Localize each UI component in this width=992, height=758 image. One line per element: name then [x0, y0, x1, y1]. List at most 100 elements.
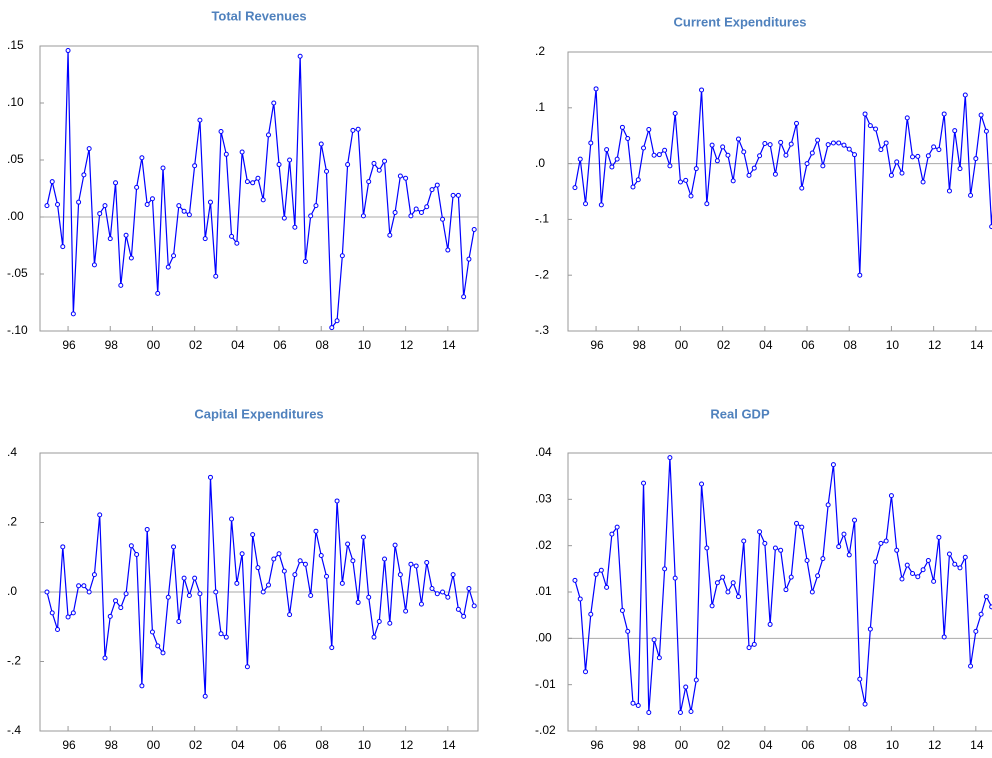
- data-point: [572, 185, 578, 191]
- data-point: [281, 568, 287, 574]
- data-point: [846, 552, 852, 558]
- data-point: [714, 580, 720, 586]
- data-point: [276, 162, 282, 168]
- data-point: [292, 572, 298, 578]
- data-point: [213, 273, 219, 279]
- data-point: [799, 524, 805, 530]
- series: [44, 474, 477, 699]
- data-point: [271, 100, 277, 106]
- data-point: [355, 599, 361, 605]
- data-point: [904, 115, 910, 121]
- x-tick-label: 12: [928, 338, 942, 352]
- data-point: [746, 172, 752, 178]
- data-point: [577, 596, 583, 602]
- data-point: [651, 637, 657, 643]
- data-point: [767, 621, 773, 627]
- x-tick-label: 98: [633, 738, 647, 752]
- data-point: [371, 634, 377, 640]
- data-point: [667, 163, 673, 169]
- data-point: [202, 236, 208, 242]
- data-point: [836, 544, 842, 550]
- data-point: [820, 163, 826, 169]
- data-point: [793, 120, 799, 126]
- data-point: [366, 179, 372, 185]
- data-point: [471, 227, 477, 233]
- chart-title: Current Expenditures: [674, 14, 807, 29]
- data-point: [123, 232, 129, 238]
- data-point: [44, 203, 50, 209]
- data-point: [287, 612, 293, 618]
- data-point: [265, 582, 271, 588]
- data-point: [788, 141, 794, 147]
- data-point: [619, 608, 625, 614]
- data-point: [704, 201, 710, 207]
- y-tick-label: .4: [7, 445, 17, 459]
- data-point: [107, 613, 113, 619]
- data-point: [44, 589, 50, 595]
- data-point: [461, 613, 467, 619]
- x-tick-label: 10: [358, 738, 372, 752]
- x-tick-label: 14: [442, 738, 456, 752]
- data-point: [155, 290, 161, 296]
- data-point: [339, 580, 345, 586]
- data-point: [852, 152, 858, 158]
- data-point: [239, 149, 245, 155]
- data-point: [825, 502, 831, 508]
- data-point: [809, 589, 815, 595]
- data-point: [957, 166, 963, 172]
- data-point: [202, 693, 208, 699]
- chart-title: Capital Expenditures: [194, 406, 323, 421]
- data-point: [350, 127, 356, 133]
- data-point: [176, 619, 182, 625]
- data-point: [572, 577, 578, 583]
- data-point: [334, 498, 340, 504]
- data-point: [455, 192, 461, 198]
- data-point: [376, 619, 382, 625]
- data-point: [630, 700, 636, 706]
- data-point: [593, 86, 599, 92]
- data-point: [873, 559, 879, 565]
- data-point: [408, 213, 414, 219]
- data-point: [76, 583, 82, 589]
- data-point: [788, 574, 794, 580]
- data-point: [804, 557, 810, 563]
- data-point: [255, 565, 261, 571]
- data-point: [888, 172, 894, 178]
- data-point: [360, 213, 366, 219]
- data-point: [815, 137, 821, 143]
- data-point: [403, 175, 409, 181]
- data-point: [662, 147, 668, 153]
- data-point: [313, 203, 319, 209]
- data-point: [86, 146, 92, 152]
- y-tick-label: .01: [535, 584, 552, 598]
- data-point: [144, 526, 150, 532]
- y-tick-label: -.01: [535, 677, 556, 691]
- y-tick-label: .15: [7, 38, 24, 52]
- data-point: [577, 156, 583, 162]
- data-point: [434, 591, 440, 597]
- data-point: [271, 556, 277, 562]
- x-tick-label: 98: [105, 338, 119, 352]
- data-point: [683, 684, 689, 690]
- data-point: [461, 294, 467, 300]
- data-point: [662, 566, 668, 572]
- data-point: [118, 282, 124, 288]
- data-point: [867, 626, 873, 632]
- data-point: [165, 594, 171, 600]
- data-point: [139, 155, 145, 161]
- data-point: [925, 153, 931, 159]
- data-point: [625, 628, 631, 634]
- data-point: [862, 701, 868, 707]
- data-point: [725, 152, 731, 158]
- data-point: [276, 551, 282, 557]
- data-point: [250, 180, 256, 186]
- data-point: [852, 517, 858, 523]
- data-point: [946, 188, 952, 194]
- data-point: [192, 163, 198, 169]
- y-tick-label: -.4: [7, 723, 21, 737]
- y-tick-label: .05: [7, 152, 24, 166]
- data-point: [593, 571, 599, 577]
- data-point: [102, 655, 108, 661]
- data-point: [371, 160, 377, 166]
- data-point: [894, 159, 900, 165]
